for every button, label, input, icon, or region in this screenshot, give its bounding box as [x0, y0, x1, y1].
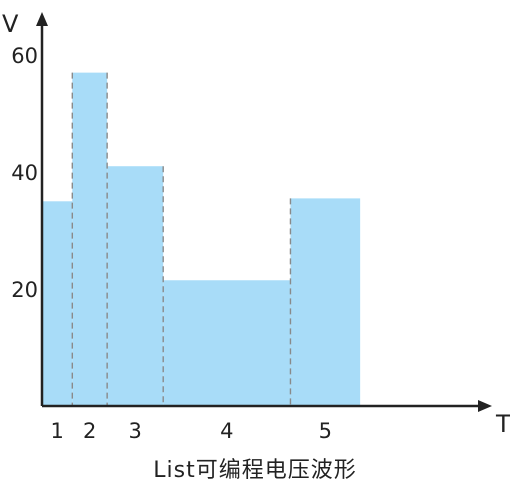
- y-axis-arrow: [36, 12, 48, 26]
- chart-title: List可编程电压波形: [153, 458, 357, 483]
- bar-2: [72, 72, 108, 407]
- bar-4: [163, 280, 291, 406]
- x-tick-label: 2: [83, 419, 96, 443]
- x-tick-label: 3: [128, 419, 141, 443]
- bars: [42, 72, 361, 407]
- x-tick-label: 1: [50, 419, 63, 443]
- x-axis-arrow: [478, 400, 492, 412]
- axes: [36, 12, 492, 412]
- y-tick-label: 40: [11, 161, 38, 185]
- y-axis-label: V: [2, 10, 19, 38]
- dividers: [71, 72, 292, 406]
- y-tick-label: 20: [11, 278, 38, 302]
- bar-5: [290, 198, 361, 406]
- bar-3: [107, 166, 164, 406]
- x-axis-label: T: [495, 410, 510, 438]
- bar-1: [42, 201, 73, 406]
- x-tick-label: 5: [319, 419, 332, 443]
- x-tick-label: 4: [220, 419, 233, 443]
- y-tick-label: 60: [11, 44, 38, 68]
- y-tick-labels: 20 40 60: [11, 44, 38, 302]
